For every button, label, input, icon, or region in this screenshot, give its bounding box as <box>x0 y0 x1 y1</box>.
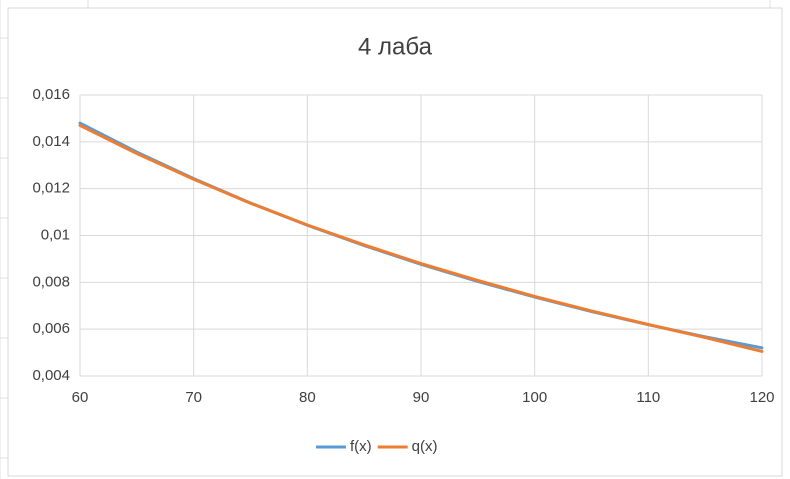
y-tick-label: 0,008 <box>32 273 70 290</box>
y-tick-label: 0,004 <box>32 367 70 384</box>
chart-title: 4 лаба <box>358 33 433 60</box>
x-tick-label: 70 <box>185 389 202 406</box>
sheet-grid <box>0 0 771 479</box>
y-tick-label: 0,01 <box>41 226 70 243</box>
x-tick-label: 60 <box>72 389 89 406</box>
y-tick-label: 0,014 <box>32 133 70 150</box>
chart-area <box>7 7 783 477</box>
x-tick-label: 120 <box>749 389 774 406</box>
x-tick-label: 80 <box>299 389 316 406</box>
x-tick-label: 90 <box>413 389 430 406</box>
y-tick-label: 0,012 <box>32 180 70 197</box>
x-tick-label: 100 <box>522 389 547 406</box>
legend-label: q(x) <box>412 438 438 455</box>
legend-label: f(x) <box>350 438 372 455</box>
x-tick-label: 110 <box>636 389 660 406</box>
y-tick-label: 0,016 <box>32 86 70 103</box>
y-tick-label: 0,006 <box>32 320 70 337</box>
series-line <box>78 123 764 353</box>
